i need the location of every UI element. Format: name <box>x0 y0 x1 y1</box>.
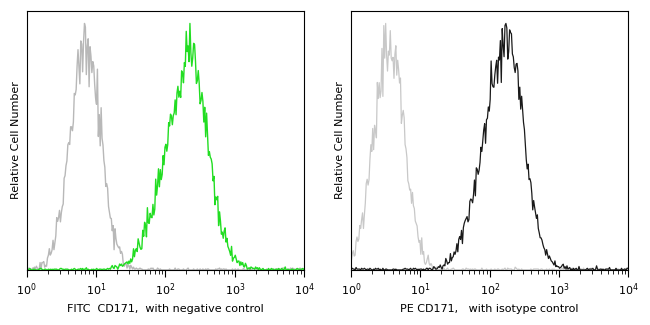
Y-axis label: Relative Cell Number: Relative Cell Number <box>335 82 345 200</box>
X-axis label: PE CD171,   with isotype control: PE CD171, with isotype control <box>400 304 579 314</box>
X-axis label: FITC  CD171,  with negative control: FITC CD171, with negative control <box>67 304 264 314</box>
Y-axis label: Relative Cell Number: Relative Cell Number <box>11 82 21 200</box>
